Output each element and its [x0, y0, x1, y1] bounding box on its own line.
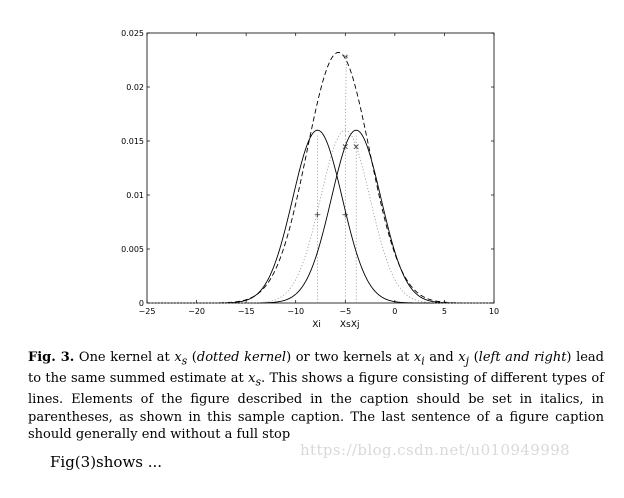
point-label: Xj: [351, 320, 360, 330]
caption-text: One kernel at: [78, 350, 175, 365]
point-labels: Xi Xs Xj: [312, 320, 359, 330]
x-axis-ticks: −25 −20 −15 −10 −5 0 5 10: [139, 33, 499, 316]
y-axis-ticks: 0 0.005 0.01 0.015 0.02 0.025: [121, 29, 494, 308]
y-tick-label: 0.015: [121, 137, 144, 146]
x-tick-label: −10: [287, 307, 304, 316]
y-tick-label: 0.02: [126, 83, 144, 92]
guide-line: [344, 57, 347, 136]
x-tick-label: −5: [339, 307, 351, 316]
caption-text: (: [469, 350, 479, 365]
math-symbol: x: [458, 350, 466, 365]
point-marker: ×: [352, 142, 360, 152]
math-subscript: i: [421, 354, 425, 368]
x-tick-label: −25: [139, 307, 156, 316]
y-tick-label: 0: [139, 299, 144, 308]
x-tick-label: −20: [188, 307, 205, 316]
math-subscript: j: [465, 354, 469, 368]
point-marker: *: [344, 54, 349, 64]
x-tick-label: 0: [392, 307, 397, 316]
y-tick-label: 0.005: [121, 245, 144, 254]
x-tick-label: 10: [489, 307, 499, 316]
caption-text: and: [424, 350, 459, 365]
watermark: https://blog.csdn.net/u010949998: [300, 441, 571, 459]
point-marker: +: [342, 210, 350, 220]
kernel-density-figure: * × × + + −25 −20 −15 −10 −5 0 5 10 0 0.005 0.01 0.015…: [121, 29, 499, 330]
summed-curve: [147, 51, 494, 304]
kernel-curves: [147, 51, 494, 304]
y-tick-label: 0.01: [126, 191, 144, 200]
caption-label: Fig. 3.: [28, 350, 75, 365]
point-label: Xi: [312, 320, 321, 330]
point-marker: ×: [342, 142, 350, 152]
point-markers: * × × + +: [314, 54, 360, 221]
caption-text: ) lead to the same summed estimate at: [28, 350, 604, 387]
math-subscript: s: [181, 354, 188, 368]
math-symbol: x: [413, 350, 422, 365]
point-label: Xs: [340, 320, 351, 330]
body-text: Fig(3)shows ...: [50, 453, 163, 471]
math-subscript: s: [255, 375, 261, 389]
math-symbol: x: [174, 350, 182, 365]
point-marker: +: [314, 210, 322, 220]
x-tick-label: 5: [442, 307, 447, 316]
y-tick-label: 0.025: [121, 29, 144, 38]
caption-text: (: [187, 350, 197, 365]
caption-italic: left and right: [478, 350, 567, 365]
dotted-kernel-curve: [147, 129, 494, 304]
dotted-guide-lines: [317, 57, 357, 303]
caption-text: ) or two kernels at: [286, 350, 414, 365]
figure-caption: Fig. 3. One kernel at xs (dotted kernel)…: [28, 349, 604, 444]
caption-text: . This shows a figure consisting of diff…: [28, 371, 605, 443]
x-tick-label: −15: [238, 307, 255, 316]
caption-italic: dotted kernel: [196, 350, 287, 365]
math-symbol: x: [248, 371, 256, 387]
plot-frame: [146, 32, 495, 304]
